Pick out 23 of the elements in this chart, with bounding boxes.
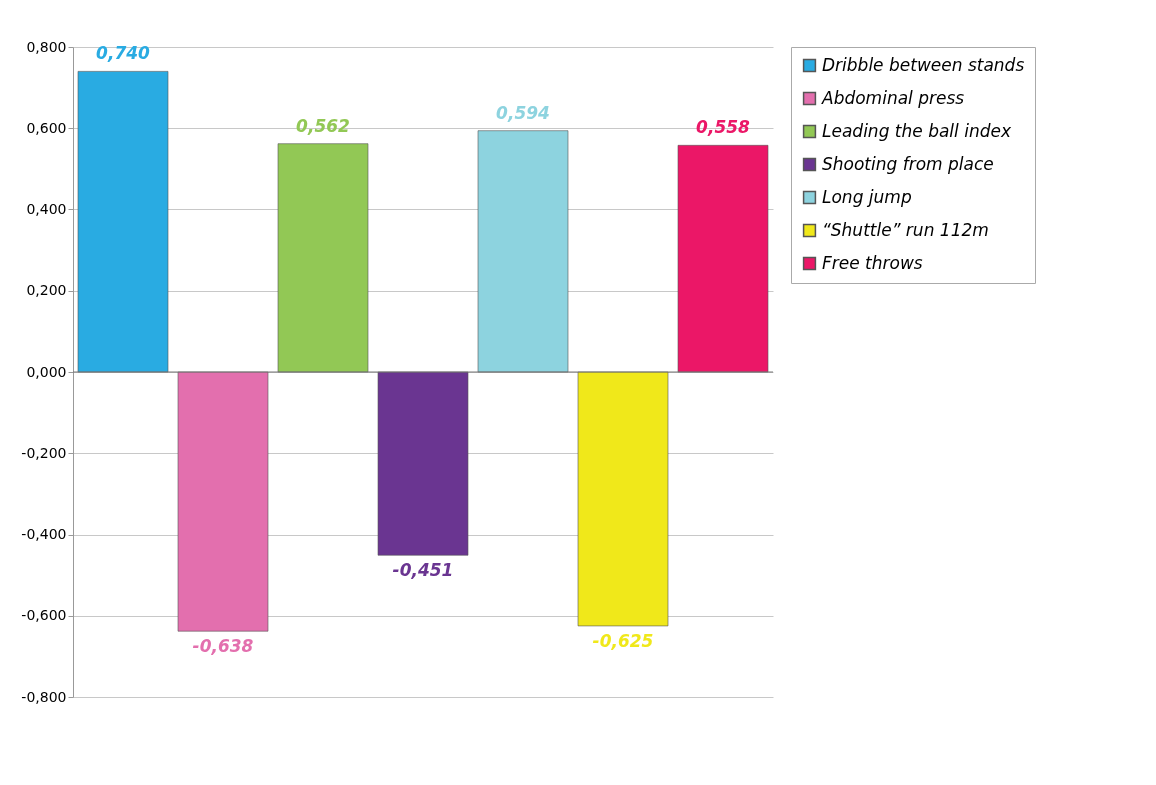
y-tick-label: 0,200 xyxy=(26,282,67,299)
y-tick-label: 0,000 xyxy=(26,363,67,380)
legend-label: Leading the ball index xyxy=(822,120,1012,141)
y-tick-label: 0,400 xyxy=(26,201,67,217)
data-label: 0,594 xyxy=(496,102,550,123)
legend-label: Long jump xyxy=(822,186,912,207)
y-tick-label: -0,200 xyxy=(21,444,67,461)
data-label: -0,638 xyxy=(192,636,254,657)
data-label: 0,562 xyxy=(296,115,350,136)
y-tick-label: -0,800 xyxy=(21,688,67,705)
y-tick-label: -0,400 xyxy=(21,526,67,542)
legend-label: Abdominal press xyxy=(821,87,965,108)
legend-label: “Shuttle” run 112m xyxy=(822,219,989,240)
y-tick-label: -0,600 xyxy=(21,607,67,624)
data-label: 0,740 xyxy=(96,43,151,64)
y-tick-label: 0,600 xyxy=(26,119,67,136)
data-label: -0,451 xyxy=(392,560,454,581)
data-label: -0,625 xyxy=(592,630,654,651)
legend-label: Free throws xyxy=(822,252,923,273)
y-tick-label: 0,800 xyxy=(26,38,67,55)
data-label: 0,558 xyxy=(696,117,751,138)
legend-label: Dribble between stands xyxy=(822,54,1025,75)
legend-label: Shooting from place xyxy=(822,153,994,174)
